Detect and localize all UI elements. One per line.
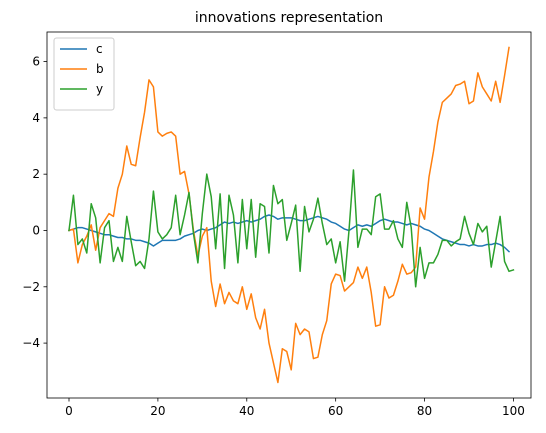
x-tick-label: 60	[328, 404, 343, 418]
legend-label-c: c	[96, 42, 103, 56]
y-tick-label: 0	[32, 223, 40, 237]
y-axis: −4 −2 0 2 4 6	[22, 55, 47, 350]
y-tick-label: −2	[22, 280, 40, 294]
x-tick-label: 20	[150, 404, 165, 418]
legend-label-b: b	[96, 62, 104, 76]
y-tick-label: 2	[32, 167, 40, 181]
legend: cby	[53, 37, 115, 111]
series-line-y	[68, 169, 515, 288]
legend-label-y: y	[96, 82, 103, 96]
x-tick-label: 80	[417, 404, 432, 418]
y-tick-label: −4	[22, 336, 40, 350]
series-line-c	[68, 214, 511, 253]
x-tick-label: 0	[65, 404, 73, 418]
x-axis: 0 20 40 60 80 100	[65, 398, 525, 418]
x-tick-label: 40	[239, 404, 254, 418]
y-tick-label: 4	[32, 111, 40, 125]
series-line-b	[68, 46, 510, 384]
plot-frame	[46, 31, 532, 399]
x-tick-label: 100	[502, 404, 525, 418]
chart-title: innovations representation	[195, 10, 383, 26]
legend-frame	[53, 37, 115, 111]
y-tick-label: 6	[32, 55, 40, 69]
